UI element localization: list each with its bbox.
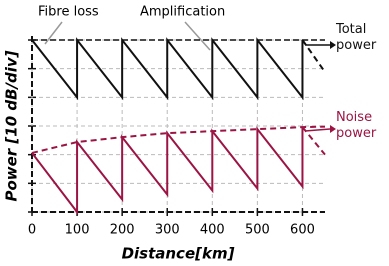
x-tick-label: 500 [245,223,270,238]
series-line [301,39,326,73]
arrow [304,128,331,132]
arrow-head [330,125,336,133]
x-tick-label: 300 [155,223,180,238]
arrow-head [330,41,336,49]
pointer [184,21,211,51]
series-line [31,37,304,101]
x-tick-label: 100 [65,223,90,238]
x-tick-label: 600 [290,223,315,238]
x-tick-label: 200 [110,223,135,238]
series-line [31,125,326,154]
series-label: Noise power [336,110,377,141]
series-line [31,126,304,215]
y-axis-label: Power [10 dB/div] [3,50,21,201]
series-line [301,126,326,156]
x-tick-label: 0 [28,223,36,238]
x-tick-label: 400 [200,223,225,238]
annotation: Fibre loss [38,5,99,20]
series-label: Total power [336,22,377,53]
x-axis-label: Distance[km] [122,245,235,263]
annotation: Amplification [140,5,225,20]
